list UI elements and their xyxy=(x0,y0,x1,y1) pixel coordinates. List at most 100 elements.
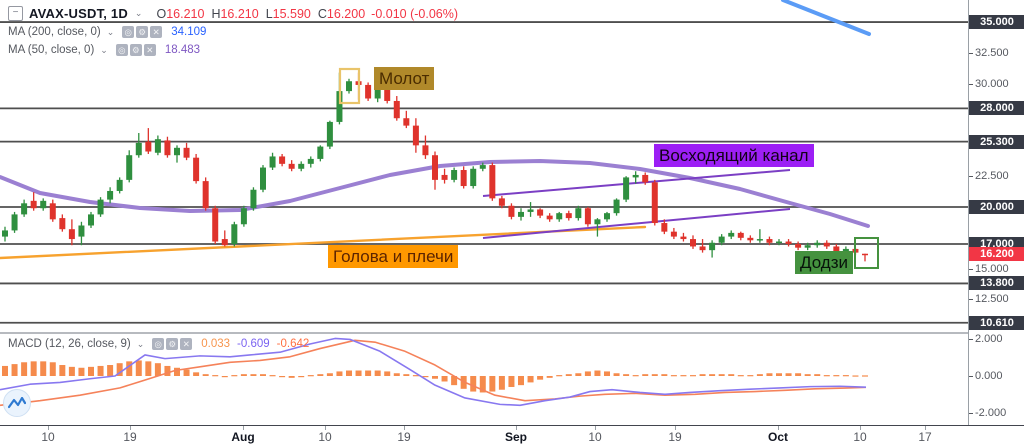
annotation-head-shoulders-label[interactable]: Голова и плечи xyxy=(328,245,459,269)
axis-tick-mark xyxy=(969,83,973,85)
macd-histogram-bar xyxy=(88,366,94,376)
remove-x-icon[interactable]: ✕ xyxy=(150,26,163,38)
macd-histogram-bar xyxy=(556,375,563,377)
time-tick-label: 19 xyxy=(397,430,411,444)
candle-body xyxy=(374,87,381,99)
macd-histogram-bar xyxy=(737,375,744,377)
candle-body xyxy=(527,209,534,212)
settings-gear-icon[interactable]: ⚙ xyxy=(166,338,179,350)
macd-histogram-bar xyxy=(78,367,85,376)
chevron-down-icon[interactable]: ⌄ xyxy=(106,26,115,37)
price-change: -0.010 (-0.06%) xyxy=(371,6,459,21)
candle-body xyxy=(537,209,544,216)
macd-histogram-bar xyxy=(766,373,773,376)
macd-histogram-bar xyxy=(393,373,400,376)
macd-histogram-bar xyxy=(642,374,649,376)
remove-x-icon[interactable]: ✕ xyxy=(180,338,193,350)
chevron-down-icon[interactable]: ⌄ xyxy=(136,338,145,349)
candle-body xyxy=(154,139,161,153)
pane-separator[interactable] xyxy=(0,332,968,334)
channel-upper-line xyxy=(482,169,791,197)
macd-histogram-bar xyxy=(174,367,180,376)
time-tick-label: 10 xyxy=(588,430,602,444)
candle-body xyxy=(250,189,257,209)
time-tick-label: 19 xyxy=(668,430,682,444)
candle-body xyxy=(116,179,123,191)
candle-body xyxy=(594,219,601,225)
annotation-doji-label[interactable]: Додзи xyxy=(795,251,853,275)
source-icon[interactable]: ◎ xyxy=(152,338,165,350)
hammer-pattern-box[interactable] xyxy=(338,67,361,105)
macd-histogram-bar xyxy=(470,376,477,392)
doji-pattern-box[interactable] xyxy=(854,237,879,269)
chevron-down-icon[interactable]: ⌄ xyxy=(134,8,143,18)
annotation-channel-label[interactable]: Восходящий канал xyxy=(654,144,814,168)
axis-tick-mark xyxy=(969,376,973,377)
macd-histogram-bar xyxy=(231,375,238,377)
macd-histogram-bar xyxy=(785,373,792,376)
candle-body xyxy=(441,174,448,180)
candle-body xyxy=(565,213,572,219)
macd-histogram-bar xyxy=(97,365,104,376)
time-tick-mark xyxy=(130,426,131,430)
source-icon[interactable]: ◎ xyxy=(122,26,135,38)
time-tick-mark xyxy=(243,426,244,430)
chevron-down-icon[interactable]: ⌄ xyxy=(100,44,108,55)
macd-histogram-bar xyxy=(479,376,486,393)
macd-histogram-bar xyxy=(240,374,247,376)
macd-histogram-bar xyxy=(59,365,66,376)
remove-x-icon[interactable]: ✕ xyxy=(143,44,156,56)
settings-gear-icon[interactable]: ⚙ xyxy=(129,44,142,56)
tradingview-logo-icon[interactable] xyxy=(3,389,31,417)
settings-gear-icon[interactable]: ⚙ xyxy=(136,26,149,38)
candle-body xyxy=(231,224,238,244)
macd-histogram-bar xyxy=(709,374,716,376)
collapse-icon[interactable]: − xyxy=(8,6,23,21)
candle-body xyxy=(88,214,94,226)
annotation-hammer-label[interactable]: Молот xyxy=(374,67,435,91)
candle-body xyxy=(21,203,28,215)
source-icon[interactable]: ◎ xyxy=(115,44,128,56)
candle-body xyxy=(747,237,754,241)
macd-value: -0.609 xyxy=(237,338,270,350)
time-tick-mark xyxy=(404,426,405,430)
candle-body xyxy=(699,246,706,251)
candle-body xyxy=(59,218,66,230)
macd-histogram-bar xyxy=(126,361,133,376)
indicator-label[interactable]: MACD (12, 26, close, 9) xyxy=(8,338,131,350)
time-tick-label: 10 xyxy=(853,430,867,444)
candle-body xyxy=(661,223,668,232)
indicator-label[interactable]: MA (50, close, 0) xyxy=(8,44,95,56)
candle-body xyxy=(651,182,658,224)
price-axis[interactable]: 32.500 30.000 22.500 15.000 12.500 2.000 0.000… xyxy=(968,0,1024,425)
ma50-value: 18.483 xyxy=(164,44,201,56)
macd-histogram-bar xyxy=(451,376,458,386)
price-tick-label: 32.500 xyxy=(975,46,1009,59)
candle-body xyxy=(575,208,582,219)
time-tick-mark xyxy=(516,426,517,430)
macd-values: 0.033 -0.609 -0.642 xyxy=(201,338,316,350)
macd-histogram-bar xyxy=(107,365,114,376)
candle-body xyxy=(202,181,209,209)
price-level-badge: 20.000 xyxy=(969,200,1024,214)
macd-histogram-bar xyxy=(527,376,534,383)
macd-value: 0.033 xyxy=(201,338,231,350)
indicator-row-macd: MACD (12, 26, close, 9) ⌄ ◎ ⚙ ✕ 0.033 -0.60… xyxy=(8,338,316,350)
candle-body xyxy=(756,239,763,241)
candle-body xyxy=(680,236,687,240)
candle-body xyxy=(670,231,677,237)
time-tick-label: Aug xyxy=(231,430,255,444)
indicator-label[interactable]: MA (200, close, 0) xyxy=(8,26,101,38)
time-tick-label: 10 xyxy=(318,430,332,444)
macd-histogram-bar xyxy=(403,374,410,376)
time-axis[interactable]: 10 19 Aug 10 19 Sep 10 19 Oct 10 17 xyxy=(0,425,1024,446)
symbol-title[interactable]: AVAX-USDT, 1D xyxy=(29,6,128,21)
chart-canvas[interactable] xyxy=(0,0,968,446)
candle-body xyxy=(862,253,868,256)
time-tick-label: 19 xyxy=(123,430,137,444)
candle-body xyxy=(584,208,591,225)
macd-histogram-bar xyxy=(852,375,859,377)
macd-histogram-bar xyxy=(833,375,840,377)
candle-body xyxy=(68,229,75,240)
macd-histogram-bar xyxy=(30,361,37,376)
